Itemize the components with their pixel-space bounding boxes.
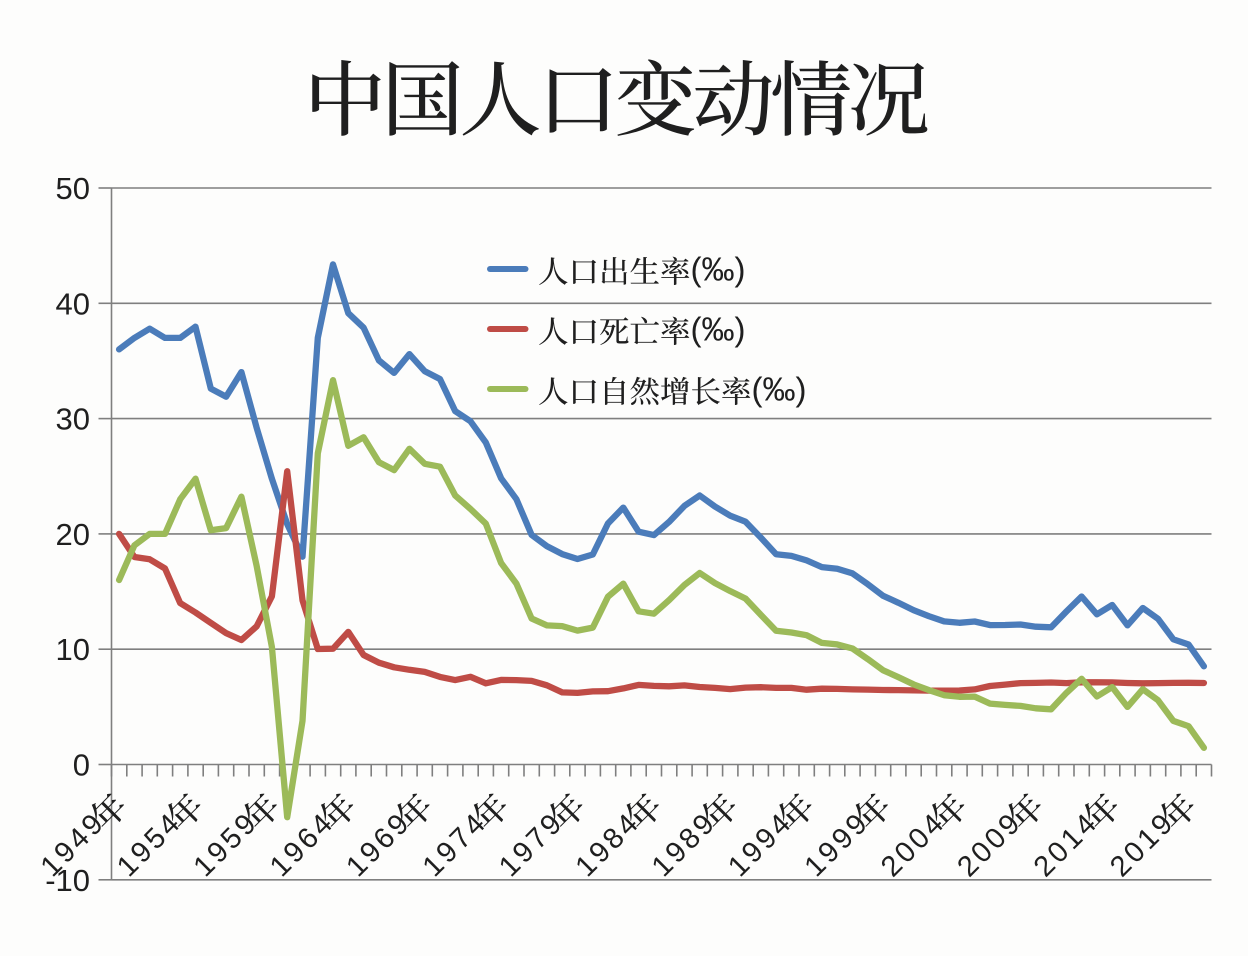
svg-text:(‰): (‰) <box>691 251 746 288</box>
svg-text:(‰): (‰) <box>691 311 746 348</box>
svg-text:-10: -10 <box>45 863 90 898</box>
svg-text:0: 0 <box>73 748 90 783</box>
svg-text:40: 40 <box>56 286 90 321</box>
svg-text:(‰): (‰) <box>752 371 807 408</box>
svg-text:10: 10 <box>56 632 90 667</box>
svg-text:30: 30 <box>56 402 90 437</box>
svg-text:50: 50 <box>56 171 90 206</box>
svg-text:20: 20 <box>56 517 90 552</box>
